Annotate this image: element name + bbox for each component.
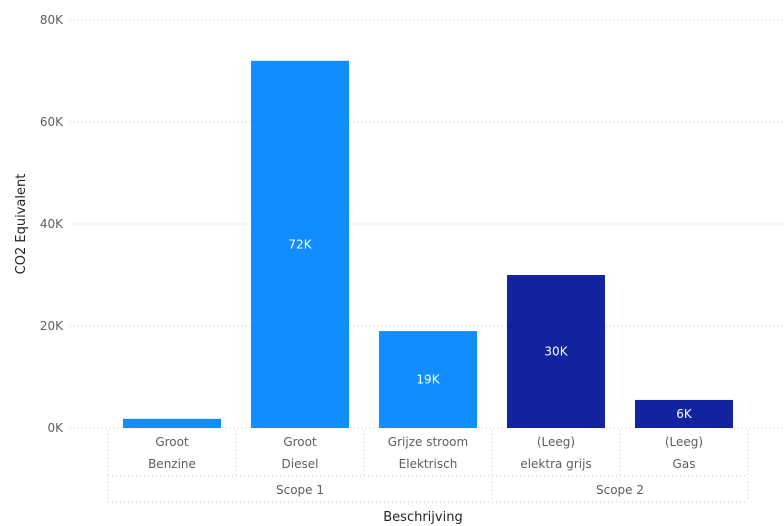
x-tick-label: Diesel <box>282 457 319 471</box>
y-tick-label: 40K <box>40 217 64 231</box>
x-tick-label: Grijze stroom <box>388 435 468 449</box>
x-tick-label: Groot <box>155 435 189 449</box>
bars <box>123 60 733 429</box>
bar <box>379 331 477 428</box>
y-axis-ticks: 0K 20K 40K 60K 80K <box>40 13 64 435</box>
data-label: 72K <box>288 237 312 251</box>
x-group-label: Scope 1 <box>276 483 324 497</box>
x-axis-title: Beschrijving <box>383 510 462 525</box>
bar <box>123 418 221 428</box>
x-axis: Groot Benzine Groot Diesel Grijze stroom Elek… <box>107 430 749 503</box>
y-tick-label: 80K <box>40 13 64 27</box>
x-tick-label: Groot <box>283 435 317 449</box>
y-tick-label: 60K <box>40 115 64 129</box>
x-tick-label: Elektrisch <box>399 457 458 471</box>
x-tick-label: Benzine <box>148 457 196 471</box>
data-label: 30K <box>544 345 568 359</box>
y-tick-label: 20K <box>40 319 64 333</box>
x-tick-label: (Leeg) <box>537 435 575 449</box>
bar <box>635 399 733 428</box>
data-labels: 72K 19K 30K 6K <box>288 237 692 421</box>
x-group-label: Scope 2 <box>596 483 644 497</box>
bar <box>251 60 349 429</box>
x-tick-label: elektra grijs <box>520 457 591 471</box>
y-tick-label: 0K <box>47 421 64 435</box>
x-tick-label: (Leeg) <box>665 435 703 449</box>
y-axis-title: CO2 Equivalent <box>14 174 29 275</box>
bar <box>507 275 605 428</box>
data-label: 19K <box>416 373 440 387</box>
data-label: 6K <box>676 407 693 421</box>
x-tick-label: Gas <box>673 457 696 471</box>
